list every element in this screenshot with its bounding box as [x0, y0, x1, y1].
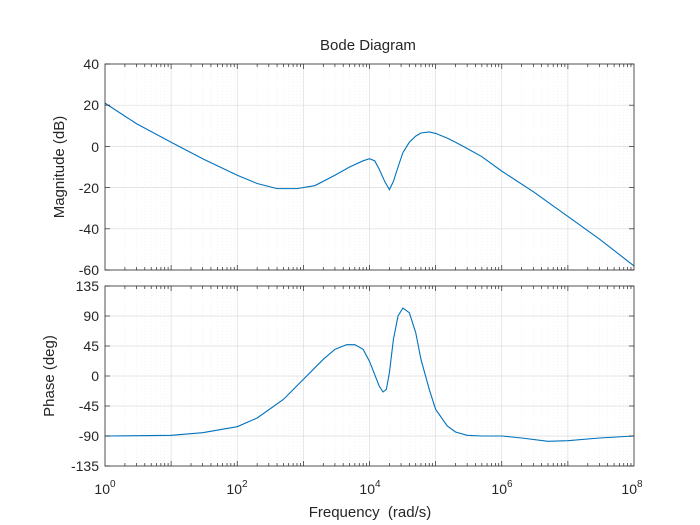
xtick-label: 100 [94, 479, 116, 497]
phase-ylabel: Phase (deg) [41, 335, 58, 417]
phase-ytick-label: 90 [83, 308, 99, 324]
mag-ytick-label: -20 [79, 180, 99, 196]
phase-ytick-label: -135 [71, 458, 99, 474]
xtick-label: 104 [359, 479, 381, 497]
phase-ytick-label: 45 [83, 338, 99, 354]
magnitude-ticks [105, 63, 634, 271]
phase-panel: 135 90 45 0 -45 -90 -135 Phase (deg) [41, 278, 635, 474]
mag-ytick-label: 20 [83, 97, 99, 113]
mag-ytick-label: 0 [91, 139, 99, 155]
phase-grid [105, 286, 634, 466]
xtick-label: 106 [491, 479, 513, 497]
magnitude-panel: 40 20 0 -20 -40 -60 Magnitude (dB) [51, 56, 635, 278]
mag-ytick-label: -60 [79, 262, 99, 278]
mag-ytick-label: -40 [79, 221, 99, 237]
magnitude-curve [104, 102, 635, 267]
phase-ytick-label: 135 [76, 278, 100, 294]
phase-ytick-label: -90 [79, 428, 99, 444]
magnitude-ylabel: Magnitude (dB) [51, 116, 68, 219]
phase-ytick-label: 0 [91, 368, 99, 384]
phase-curve [104, 307, 635, 442]
xtick-label: 108 [621, 479, 643, 497]
phase-ticks [105, 285, 634, 467]
mag-ytick-label: 40 [83, 56, 99, 72]
xlabel: Frequency (rad/s) [309, 504, 432, 521]
chart-title: Bode Diagram [320, 37, 416, 54]
phase-ytick-label: -45 [79, 398, 99, 414]
xtick-label: 102 [226, 479, 248, 497]
